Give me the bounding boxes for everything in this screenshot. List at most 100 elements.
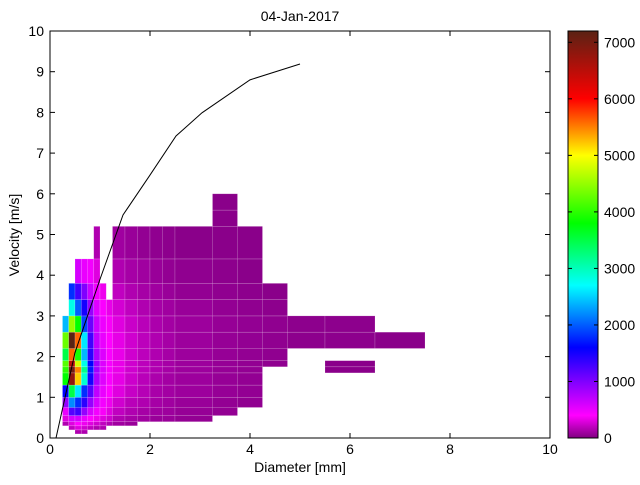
heatmap-cell: [62, 348, 70, 361]
heatmap-cell: [137, 366, 151, 374]
y-tick-label: 3: [36, 308, 44, 324]
heatmap-cell: [162, 348, 176, 361]
heatmap-cell: [212, 258, 238, 284]
heatmap-cell: [105, 331, 113, 349]
heatmap-cell: [262, 331, 288, 349]
heatmap-cell: [124, 331, 138, 349]
x-tick-label: 2: [146, 441, 154, 457]
heatmap-cell: [93, 366, 101, 374]
heatmap-cell: [99, 372, 107, 386]
heatmap-cell: [68, 407, 76, 416]
heatmap-cell: [149, 372, 163, 386]
heatmap-cell: [174, 348, 213, 361]
heatmap-cell: [80, 283, 88, 300]
heatmap-cell: [62, 421, 70, 427]
heatmap-cell: [105, 384, 113, 398]
heatmap-cell: [93, 258, 101, 284]
heatmap-cell: [237, 331, 263, 349]
heatmap-cell: [112, 384, 126, 398]
heatmap-cell: [99, 348, 107, 361]
heatmap-cell: [105, 315, 113, 333]
heatmap-cell: [124, 407, 138, 416]
heatmap-cell: [174, 283, 213, 300]
y-tick-label: 1: [36, 389, 44, 405]
heatmap-cell: [174, 360, 213, 368]
heatmap-cell: [324, 366, 376, 374]
heatmap-cell: [87, 372, 95, 386]
heatmap-cell: [212, 366, 238, 374]
heatmap-cell: [149, 299, 163, 317]
heatmap-cell: [105, 421, 113, 427]
heatmap-cell: [87, 425, 95, 431]
heatmap-cell: [112, 372, 126, 386]
heatmap-cell: [162, 366, 176, 374]
y-tick-label: 2: [36, 349, 44, 365]
x-tick-label: 10: [542, 441, 558, 457]
heatmap-cell: [99, 315, 107, 333]
colorbar-tick-label: 1000: [604, 373, 635, 389]
heatmap-cell: [174, 372, 213, 386]
heatmap-cell: [68, 384, 76, 398]
heatmap-cell: [212, 360, 238, 368]
heatmap-cell: [68, 415, 76, 423]
heatmap-cell: [80, 407, 88, 416]
heatmap-cell: [74, 407, 82, 416]
heatmap-cell: [87, 258, 95, 284]
heatmap-cell: [93, 348, 101, 361]
heatmap-cell: [87, 366, 95, 374]
heatmap-cell: [93, 283, 101, 300]
colorbar-tick-label: 2000: [604, 317, 635, 333]
colorbar-tick-label: 6000: [604, 91, 635, 107]
heatmap-cell: [237, 396, 263, 408]
heatmap-cell: [162, 226, 176, 260]
heatmap-cell: [124, 299, 138, 317]
heatmap-cell: [237, 348, 263, 361]
fall-speed-curve: [55, 63, 301, 439]
y-tick-label: 7: [36, 145, 44, 161]
heatmap-cell: [212, 283, 238, 300]
heatmap-cell: [80, 299, 88, 317]
heatmap-cell: [262, 315, 288, 333]
heatmap-cell: [212, 331, 238, 349]
heatmap-cell: [212, 372, 238, 386]
heatmap-cell: [212, 193, 238, 211]
y-tick-label: 4: [36, 267, 44, 283]
heatmap-cell: [237, 226, 263, 260]
heatmap-cell: [112, 226, 126, 260]
heatmap-cell: [137, 407, 151, 416]
y-tick-label: 6: [36, 186, 44, 202]
heatmap-cell: [105, 348, 113, 361]
heatmap-cell: [174, 407, 213, 416]
heatmap-cell: [124, 226, 138, 260]
heatmap-cell: [124, 348, 138, 361]
heatmap-cell: [262, 299, 288, 317]
heatmap-cell: [80, 366, 88, 374]
heatmap-cell: [149, 226, 163, 260]
heatmap-cell: [99, 331, 107, 349]
heatmap-cell: [237, 384, 263, 398]
heatmap-cell: [93, 360, 101, 368]
heatmap-cell: [212, 396, 238, 408]
heatmap-cell: [112, 421, 126, 427]
heatmap-cell: [74, 384, 82, 398]
heatmap-cell: [105, 372, 113, 386]
heatmap-cell: [74, 315, 82, 333]
heatmap-cell: [174, 396, 213, 408]
heatmap-cell: [93, 299, 101, 317]
heatmap-cell: [93, 372, 101, 386]
y-tick-label: 5: [36, 227, 44, 243]
heatmap-cell: [80, 396, 88, 408]
heatmap-cell: [99, 396, 107, 408]
heatmap-cell: [237, 360, 263, 368]
heatmap-cell: [162, 331, 176, 349]
heatmap-cell: [174, 384, 213, 398]
heatmap-cell: [212, 407, 238, 416]
heatmap-cell: [99, 299, 107, 317]
heatmap-cell: [162, 407, 176, 416]
heatmap-cell: [87, 283, 95, 300]
heatmap-cell: [74, 366, 82, 374]
colorbar-tick-label: 5000: [604, 147, 635, 163]
heatmap-cell: [124, 366, 138, 374]
heatmap-cell: [237, 372, 263, 386]
heatmap-cell: [105, 396, 113, 408]
